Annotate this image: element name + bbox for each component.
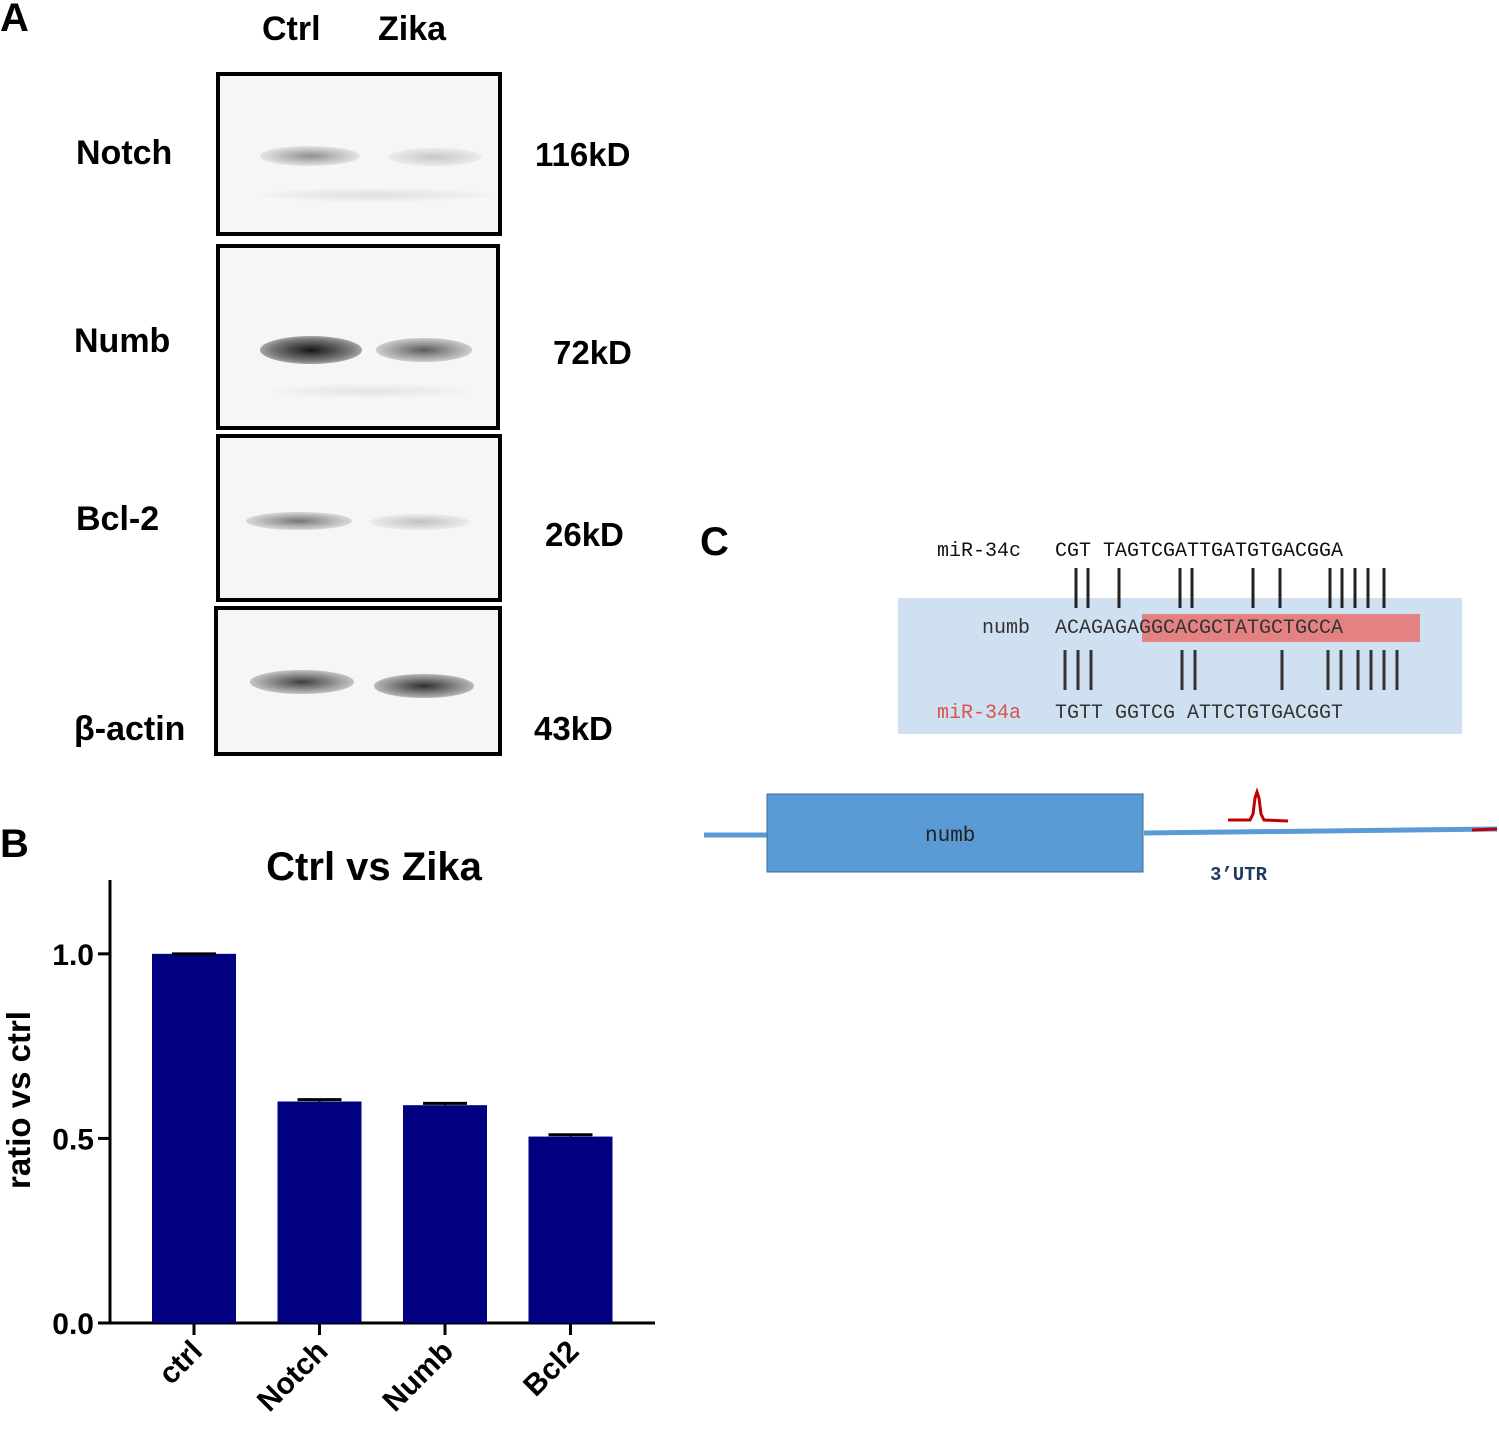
x-tick-label-notch: Notch (251, 1335, 334, 1418)
y-tick-label: 1.0 (52, 939, 94, 972)
bar-chart: Ctrl vs Zika ratio vs ctrl 0.0 0.5 1.0 ctrl… (0, 845, 655, 1418)
x-tick-label-numb: Numb (377, 1335, 460, 1418)
kd-label-beta-actin: 43kD (534, 710, 613, 747)
band-actin-ctrl (250, 670, 354, 694)
band-notch-faint (260, 188, 490, 202)
x-tick-label-bcl2: Bcl2 (517, 1335, 585, 1403)
band-bcl2-zika (370, 514, 470, 530)
y-tick-label: 0.5 (52, 1123, 94, 1156)
lane-label-zika: Zika (378, 10, 447, 48)
numb-seq-label: numb (982, 617, 1031, 640)
band-numb-ctrl (260, 336, 362, 364)
kd-label-numb: 72kD (553, 334, 632, 371)
y-axis-label: ratio vs ctrl (0, 1011, 37, 1189)
utr-end-mark (1471, 827, 1498, 832)
band-numb-zika (376, 338, 472, 362)
numb-sequence: ACAGAGAGGCACGCTATGCTGCCA (1055, 617, 1343, 640)
protein-label-beta-actin: β-actin (74, 710, 186, 748)
mir34a-sequence: TGTT GGTCG ATTCTGTGACGGT (1055, 702, 1344, 725)
protein-label-bcl2: Bcl-2 (76, 500, 160, 538)
bar-bcl2 (528, 1136, 613, 1323)
bar-numb (403, 1105, 487, 1323)
protein-label-numb: Numb (74, 322, 171, 360)
mir34c-sequence: CGT TAGTCGATTGATGTGACGGA (1055, 540, 1344, 563)
western-blot-beta-actin (214, 606, 502, 756)
lane-label-ctrl: Ctrl (262, 10, 321, 48)
mirna-binding-peak (1228, 787, 1289, 823)
bar-ctrl (152, 953, 236, 1323)
mrna-line-3utr (1143, 826, 1498, 836)
numb-cds-box (766, 793, 1144, 873)
kd-label-notch: 116kD (535, 136, 631, 173)
chart-title: Ctrl vs Zika (266, 845, 482, 889)
y-tick-label: 0.0 (52, 1308, 94, 1341)
numb-sequence-seed: AGGCACGCTATGCTGCCA (1127, 617, 1344, 640)
bar-notch (277, 1101, 362, 1323)
gene-diagram (704, 787, 1498, 873)
panel-a-letter: A (0, 0, 29, 40)
mir34c-label: miR-34c (937, 540, 1022, 563)
base-pair-ticks (1063, 568, 1399, 690)
band-notch-zika (388, 148, 482, 166)
protein-label-notch: Notch (76, 134, 173, 172)
band-numb-faint (270, 384, 470, 398)
numb-sequence-plain: ACAGAG (1055, 617, 1128, 640)
panel-c-letter: C (700, 520, 729, 564)
panel-b-letter: B (0, 822, 29, 866)
western-blot-numb (216, 244, 500, 430)
kd-label-bcl2: 26kD (545, 516, 624, 553)
band-actin-zika (374, 674, 474, 698)
western-blot-bcl2 (216, 434, 502, 602)
utr-label: 3’UTR (1210, 864, 1268, 886)
western-blot-notch (216, 72, 502, 236)
gene-label-numb: numb (925, 825, 976, 848)
x-tick-label-ctrl: ctrl (153, 1335, 209, 1391)
seed-highlight (1142, 614, 1420, 642)
mir34a-label: miR-34a (937, 702, 1022, 725)
band-bcl2-ctrl (246, 512, 352, 530)
band-notch-ctrl (260, 146, 360, 166)
